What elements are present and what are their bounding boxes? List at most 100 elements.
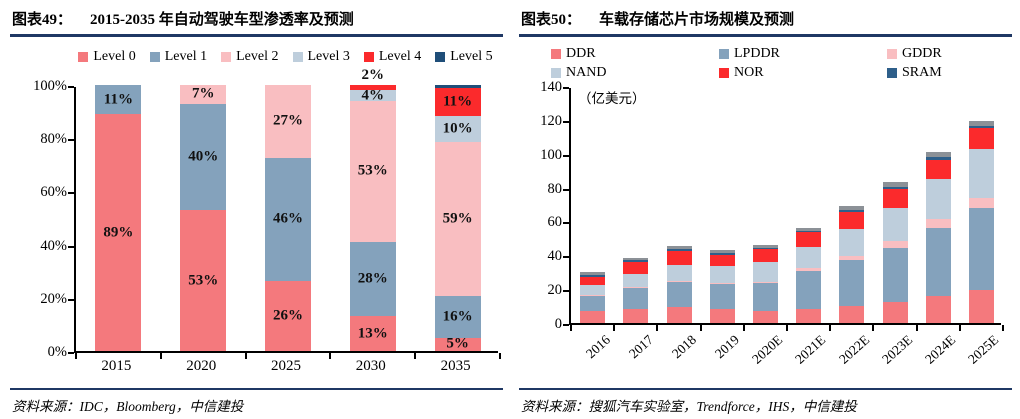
bar-segment-lpddr: [839, 260, 865, 307]
bar-segment-ddr: [666, 306, 692, 323]
legend-swatch-icon: [887, 49, 897, 59]
stacked-bar-2015: 89% 11%: [95, 85, 142, 351]
y-tick-mark: [563, 120, 569, 123]
right-plot: 0 20 40 60 80 100 120 140 （亿美元）: [519, 79, 1012, 332]
right-chart-area: DDR LPDDR GDDR NAND NOR SRAM 0 20 40 60 80 100 120 1…: [519, 37, 1012, 388]
bar-segment-lpddr: [882, 247, 908, 302]
legend-label: SRAM: [902, 65, 942, 80]
x-tick-mark: [244, 353, 247, 359]
segment-value-label: 26%: [273, 307, 303, 324]
bar-segment-unlabeled-gray-cap: [882, 181, 908, 187]
bar-segment-nand: [666, 264, 692, 281]
x-category-label: 2020E: [749, 332, 786, 367]
x-category-label: 2018: [668, 332, 700, 362]
bar-segment-lpddr: [623, 287, 649, 310]
bar-segment-lpddr: [925, 228, 951, 296]
legend-swatch-icon: [887, 68, 897, 78]
x-category-label: 2020: [186, 358, 217, 374]
y-tick-mark: [563, 154, 569, 157]
bar-segment-gddr: [580, 295, 606, 296]
x-tick-mark: [159, 353, 162, 359]
legend-label: GDDR: [902, 46, 942, 61]
stacked-bar-2021E: [796, 228, 822, 323]
bar-segment-ddr: [796, 308, 822, 323]
bar-segment-gddr: [623, 286, 649, 288]
y-tick-label: 100: [540, 146, 562, 163]
x-tick-mark: [414, 353, 417, 359]
bar-segment-unlabeled-gray-cap: [623, 257, 649, 261]
legend-label: DDR: [566, 46, 596, 61]
bar-segment-level-1: 46%: [265, 157, 311, 282]
y-tick-label: 80%: [40, 131, 67, 148]
segment-value-label: 40%: [188, 148, 219, 165]
y-tick-label: 20%: [40, 290, 67, 307]
bar-segment-nand: [796, 246, 822, 268]
stacked-bar-2019: [709, 250, 735, 323]
x-category-label: 2022E: [835, 332, 872, 367]
bar-segment-level-1: 40%: [180, 103, 227, 211]
bar-segment-nand: [623, 274, 649, 287]
bar-segment-lpddr: [968, 207, 994, 290]
x-tick-mark: [872, 325, 875, 331]
x-tick-mark: [656, 325, 659, 331]
right-chart-legend: DDR LPDDR GDDR NAND NOR SRAM: [551, 46, 1012, 81]
y-tick-mark: [68, 86, 74, 88]
x-category-label: 2035: [440, 358, 471, 374]
x-category-label: 2017: [625, 332, 656, 362]
right-source-note: 资料来源：搜狐汽车实验室，Trendforce，IHS，中信建投: [519, 388, 1012, 419]
x-tick-mark: [570, 325, 572, 331]
legend-swatch-icon: [435, 52, 446, 62]
x-category-label: 2030: [355, 358, 386, 374]
y-tick-label: 80: [547, 180, 563, 197]
left-chart-title: 2015-2035 年自动驾驶车型渗透率及预测: [90, 12, 354, 28]
legend-label: Level 5: [450, 49, 493, 64]
y-tick-mark: [563, 87, 569, 89]
bar-segment-unlabeled-gray-cap: [666, 245, 692, 250]
segment-value-label: 4%: [361, 87, 385, 104]
stacked-bar-2022E: [839, 206, 865, 323]
stacked-bar-2025: 26% 46% 27%: [265, 85, 311, 351]
bar-segment-nor: [580, 276, 606, 286]
x-tick-mark: [786, 325, 788, 331]
bar-segment-level-2: 53%: [349, 100, 396, 242]
bar-segment-nor: [882, 189, 908, 208]
bar-segment-sram: [796, 231, 822, 233]
legend-swatch-icon: [551, 49, 561, 59]
stacked-bar-2030: 13% 28% 53% 4% 2%: [349, 67, 396, 351]
bar-segment-level-0: 89%: [95, 114, 142, 351]
bar-segment-level-1: 16%: [434, 296, 481, 338]
y-tick-mark: [563, 188, 569, 191]
bar-segment-ddr: [839, 306, 865, 323]
bar-segment-lpddr: [796, 270, 822, 309]
bar-segment-nor: [666, 251, 692, 265]
legend-label: LPDDR: [734, 46, 780, 61]
bar-segment-nand: [752, 262, 778, 282]
bar-segment-level-4: 2%: [349, 67, 396, 91]
x-tick-mark: [699, 325, 702, 331]
segment-value-label: 53%: [188, 272, 219, 288]
x-tick-mark: [75, 353, 77, 359]
x-tick-mark: [958, 325, 961, 331]
y-tick-mark: [563, 324, 569, 326]
bar-segment-unlabeled-gray-cap: [709, 250, 735, 253]
legend-item-level-2: Level 2: [221, 49, 279, 65]
legend-item-level-1: Level 1: [149, 49, 207, 65]
y-tick-label: 60: [547, 214, 563, 231]
bar-segment-sram: [623, 260, 649, 263]
bar-segment-level-2: 27%: [265, 85, 311, 158]
segment-value-label: 59%: [442, 210, 473, 227]
segment-value-label: 13%: [357, 325, 388, 342]
segment-value-label: 11%: [443, 93, 473, 110]
left-chart-legend: Level 0 Level 1 Level 2 Level 3 Level 4 Level…: [68, 49, 503, 65]
bar-segment-gddr: [882, 240, 908, 248]
bar-segment-nor: [752, 249, 778, 263]
legend-label: Level 2: [236, 49, 279, 64]
bar-segment-unlabeled-gray-cap: [925, 152, 951, 158]
legend-swatch-icon: [363, 52, 374, 62]
stacked-bar-2017: [623, 257, 649, 323]
panel-memory-chip-chart: 图表50： 车载存储芯片市场规模及预测 DDR LPDDR GDDR NAND NOR SR…: [519, 5, 1012, 419]
bar-segment-lpddr: [666, 281, 692, 307]
stacked-bar-2023E: [882, 181, 908, 323]
x-category-label: 2021E: [792, 332, 829, 367]
